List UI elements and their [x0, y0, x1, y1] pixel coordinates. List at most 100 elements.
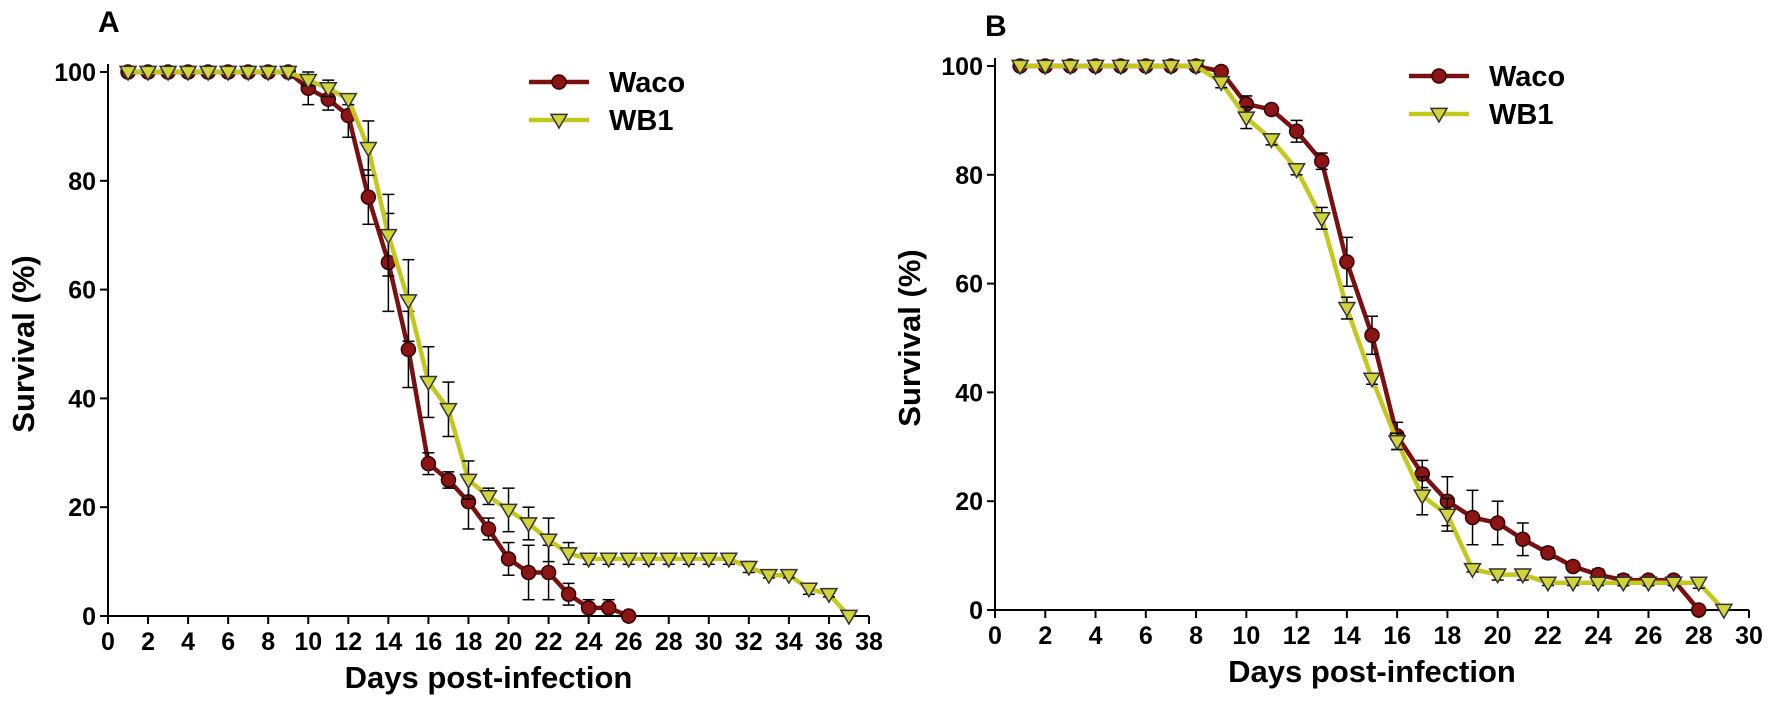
data-point	[480, 521, 497, 537]
y-tick-label: 100	[941, 53, 983, 81]
x-tick-label: 18	[455, 628, 483, 656]
legend-label: WB1	[1489, 99, 1553, 131]
x-tick-label: 30	[1735, 622, 1763, 650]
data-point	[1664, 576, 1683, 593]
legend-label: Waco	[1489, 61, 1565, 93]
data-point	[739, 560, 759, 577]
data-point	[1237, 111, 1256, 128]
panel-label: B	[985, 10, 1007, 43]
x-tick-label: 12	[334, 628, 362, 656]
x-tick-label: 26	[615, 628, 643, 656]
x-axis-title: Days post-infection	[1228, 654, 1516, 689]
data-point	[719, 552, 739, 569]
data-point	[1186, 59, 1206, 76]
data-point	[560, 586, 577, 602]
x-tick-label: 24	[1584, 622, 1612, 650]
data-point	[580, 600, 597, 616]
data-point	[1362, 372, 1382, 389]
x-tick-label: 34	[775, 628, 803, 656]
data-point	[218, 65, 238, 82]
legend-marker	[551, 74, 567, 90]
x-tick-label: 10	[294, 628, 322, 656]
data-point	[539, 533, 558, 550]
x-tick-label: 20	[1484, 622, 1512, 650]
y-axis-title: Survival (%)	[6, 255, 41, 432]
data-point	[439, 402, 458, 419]
data-point	[519, 517, 538, 533]
x-tick-label: 14	[374, 628, 402, 656]
data-point	[1287, 163, 1306, 179]
data-point	[440, 472, 457, 488]
data-point	[1337, 301, 1357, 318]
data-point	[178, 65, 198, 82]
x-tick-label: 20	[495, 628, 523, 656]
x-tick-label: 10	[1232, 622, 1260, 650]
x-tick-label: 2	[1038, 622, 1052, 650]
y-axis-title: Survival (%)	[892, 249, 927, 426]
x-tick-label: 28	[655, 628, 683, 656]
data-point	[1387, 435, 1407, 451]
y-tick-label: 60	[68, 277, 96, 305]
data-point	[759, 568, 779, 585]
x-tick-label: 0	[101, 628, 115, 656]
legend-label: WB1	[609, 105, 673, 137]
y-tick-label: 40	[955, 379, 983, 407]
x-tick-label: 6	[1139, 622, 1153, 650]
x-tick-label: 0	[988, 622, 1002, 650]
data-point	[679, 552, 699, 569]
data-point	[198, 65, 218, 82]
data-point	[158, 65, 178, 82]
data-point	[839, 609, 859, 626]
data-point	[359, 141, 378, 158]
data-point	[278, 65, 298, 82]
y-tick-label: 0	[82, 603, 96, 631]
legend-marker	[1429, 107, 1449, 124]
data-point	[699, 552, 719, 569]
data-point	[138, 65, 158, 82]
x-tick-label: 38	[855, 628, 883, 656]
data-point	[1136, 59, 1156, 76]
data-point	[1211, 75, 1231, 92]
data-point	[619, 552, 638, 569]
x-tick-label: 2	[141, 628, 155, 656]
data-point	[1714, 603, 1734, 620]
data-point	[819, 587, 839, 604]
data-point	[298, 73, 318, 90]
data-point	[379, 228, 398, 245]
data-point	[1035, 59, 1055, 76]
data-point	[318, 81, 338, 98]
data-point	[360, 189, 377, 205]
x-tick-label: 6	[221, 628, 235, 656]
panel-label: A	[98, 6, 120, 39]
data-point	[238, 65, 258, 82]
data-point	[118, 65, 138, 82]
x-tick-label: 36	[815, 628, 843, 656]
x-tick-label: 28	[1685, 622, 1713, 650]
legend-marker	[1431, 68, 1447, 84]
data-point	[1563, 576, 1583, 593]
data-point	[659, 552, 679, 569]
data-point	[1010, 59, 1030, 76]
x-tick-label: 8	[1189, 622, 1203, 650]
data-point	[579, 552, 598, 569]
x-tick-label: 26	[1635, 622, 1663, 650]
x-tick-label: 14	[1333, 622, 1361, 650]
data-point	[1111, 59, 1130, 76]
data-point	[1565, 558, 1581, 575]
data-point	[1313, 153, 1330, 169]
data-point	[779, 568, 799, 585]
data-point	[1339, 254, 1355, 270]
data-point	[1488, 568, 1507, 585]
data-point	[600, 600, 617, 616]
x-tick-label: 16	[1383, 622, 1411, 650]
x-tick-label: 32	[735, 628, 763, 656]
x-tick-label: 4	[1089, 622, 1103, 650]
data-point	[1538, 576, 1558, 593]
y-tick-label: 80	[955, 162, 983, 190]
data-point	[1262, 133, 1281, 149]
data-point	[620, 608, 637, 624]
x-tick-label: 12	[1283, 622, 1311, 650]
data-point	[1061, 59, 1080, 76]
y-tick-label: 40	[68, 385, 96, 413]
data-point	[639, 552, 659, 569]
